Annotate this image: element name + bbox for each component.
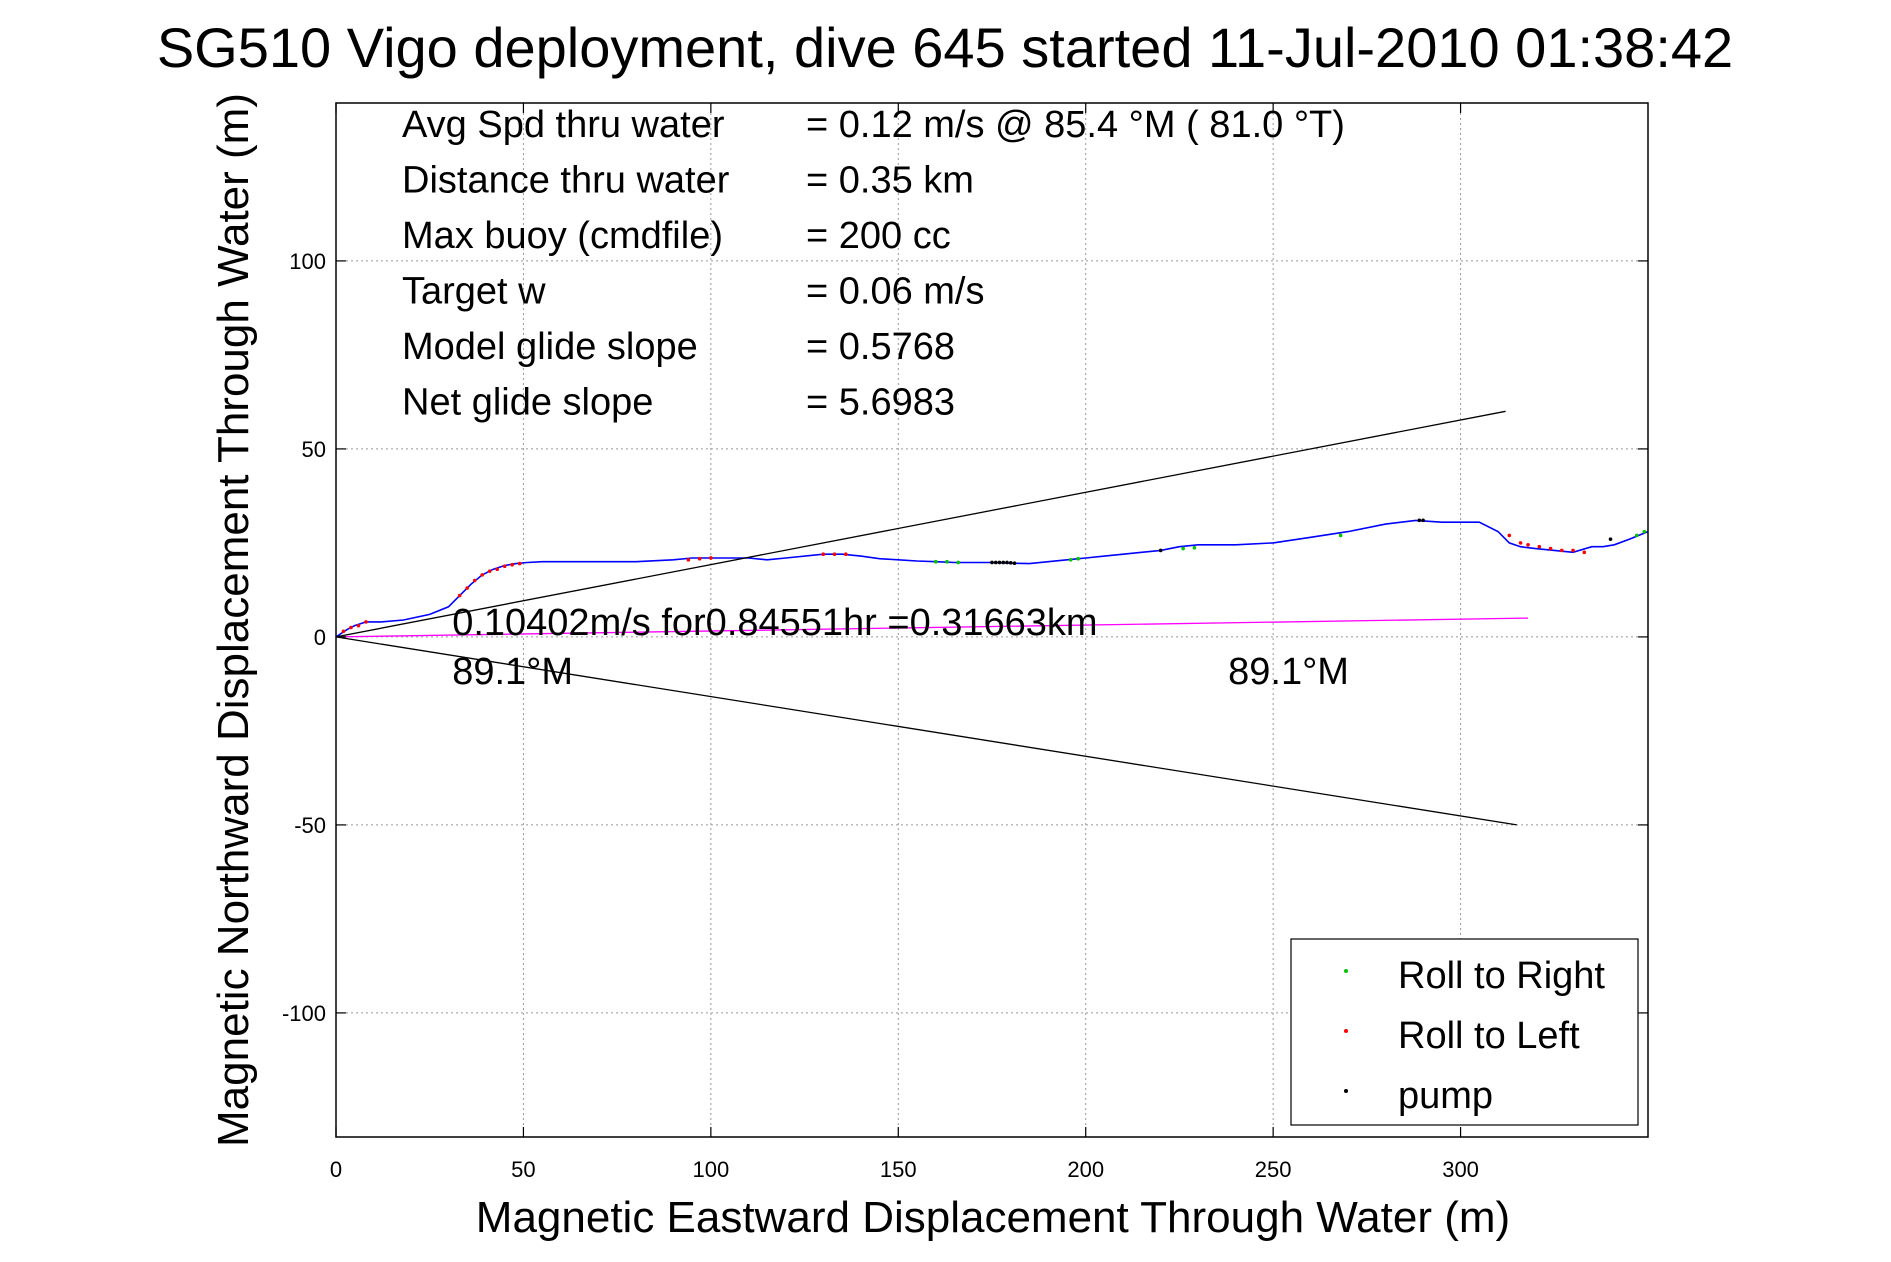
marker-roll-left [364,620,368,624]
markers-group [341,518,1647,634]
series-envelope [335,636,1517,826]
marker-roll-left [1571,548,1575,553]
stat-value: = 0.06 m/s [806,271,984,313]
legend-label: pump [1398,1075,1493,1117]
marker-roll-left [686,558,691,562]
marker-roll-left [1526,543,1530,547]
marker-roll-left [844,552,848,556]
y-tick-label: 50 [302,437,326,462]
x-tick-label: 50 [511,1157,535,1182]
x-tick-label: 0 [330,1157,342,1182]
marker-roll-left [487,569,492,573]
legend-marker [1344,1089,1348,1093]
marker-roll-right [1642,529,1647,534]
annotations: 0.10402m/s for0.84551hr =0.31663km 89.1°M… [452,602,1349,693]
marker-pump [1005,560,1009,565]
marker-pump [1001,560,1006,565]
marker-pump [990,560,994,565]
marker-roll-left [341,629,346,634]
marker-pump [993,560,998,565]
series-envelope [335,410,1506,638]
marker-roll-left [480,573,484,577]
marker-roll-left [1507,533,1512,538]
legend-label: Roll to Right [1398,955,1605,997]
marker-roll-right [1634,533,1639,538]
y-tick-label: -50 [294,813,326,838]
marker-roll-left [472,578,477,583]
legend-label: Roll to Left [1398,1015,1580,1057]
stat-value: = 0.5768 [806,326,955,368]
x-tick-label: 300 [1442,1157,1479,1182]
y-tick-label: -100 [282,1001,326,1026]
stat-label: Avg Spd thru water [402,104,725,146]
marker-roll-left [510,562,514,567]
stat-value: = 200 cc [806,215,951,257]
marker-roll-right [933,559,938,564]
chart-title: SG510 Vigo deployment, dive 645 started … [157,16,1733,79]
marker-roll-left [1582,550,1587,555]
marker-roll-left [349,625,353,630]
series-surface-drift [335,617,1529,638]
marker-pump [1421,518,1425,523]
legend-box [1290,938,1639,1126]
marker-pump [1417,518,1422,523]
marker-roll-left [1537,544,1542,549]
marker-pump [1158,548,1163,553]
ticks-group: 0 50 100 150 200 250 300 -100 -50 0 50 100 [282,103,1648,1182]
marker-roll-left [1518,541,1523,545]
marker-roll-right [1068,558,1073,562]
stat-label: Net glide slope [402,382,653,424]
marker-roll-right [1181,546,1185,551]
marker-pump [1608,537,1613,541]
marker-roll-left [832,552,837,556]
annotation-text: 0.10402m/s for0.84551hr =0.31663km [452,602,1097,644]
y-axis-label: Magnetic Northward Displacement Through … [209,93,258,1147]
marker-roll-left [457,593,462,598]
stat-label: Target w [402,271,546,313]
marker-roll-right [1076,556,1081,561]
marker-roll-left [517,561,522,566]
x-axis-label: Magnetic Eastward Displacement Through W… [476,1193,1510,1242]
marker-roll-left [697,556,702,561]
x-tick-label: 200 [1067,1157,1104,1182]
y-tick-label: 100 [289,249,326,274]
marker-roll-left [1559,548,1564,553]
marker-roll-left [821,552,826,556]
y-tick-label: 0 [314,625,326,650]
grid [336,103,1648,1137]
x-tick-label: 150 [880,1157,917,1182]
stat-label: Distance thru water [402,160,730,202]
annotation-text: 89.1°M [452,651,573,693]
x-tick-label: 250 [1255,1157,1292,1182]
marker-roll-left [709,556,713,560]
marker-roll-left [465,586,470,590]
marker-roll-right [945,559,949,564]
stats-block: Avg Spd thru water = 0.12 m/s @ 85.4 °M (… [402,104,1345,424]
marker-roll-left [1548,546,1553,551]
plot-frame [335,102,1649,1138]
annotation-text: 89.1°M [1228,651,1349,693]
marker-roll-right [956,560,961,565]
marker-roll-left [495,567,499,572]
marker-roll-left [356,623,361,628]
stat-label: Model glide slope [402,326,698,368]
stat-value: = 5.6983 [806,382,955,424]
stat-value: = 0.35 km [806,160,974,202]
stat-value: = 0.12 m/s @ 85.4 °M ( 81.0 °T) [806,104,1345,146]
legend-marker [1344,1029,1348,1033]
marker-pump [1012,561,1017,566]
marker-roll-left [502,564,507,569]
marker-roll-right [1192,546,1197,550]
x-tick-label: 100 [692,1157,729,1182]
stat-label: Max buoy (cmdfile) [402,215,723,257]
marker-roll-right [1338,533,1343,538]
marker-pump [1008,561,1013,565]
legend: Roll to Right Roll to Left pump [1290,938,1639,1126]
legend-marker [1344,969,1348,973]
marker-pump [997,560,1002,565]
